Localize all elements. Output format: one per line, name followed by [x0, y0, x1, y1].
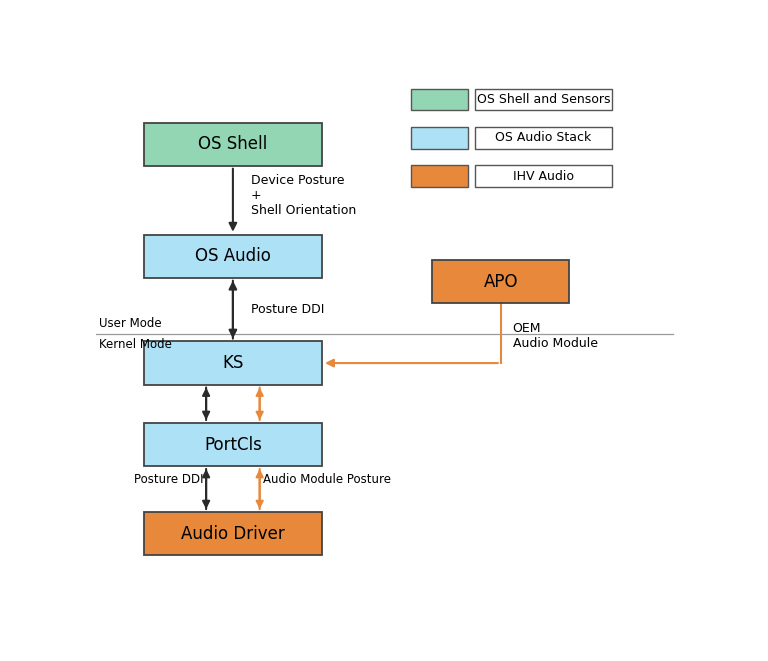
Text: PortCls: PortCls: [204, 436, 262, 453]
Text: KS: KS: [222, 354, 243, 372]
FancyBboxPatch shape: [475, 165, 612, 186]
Text: Audio Driver: Audio Driver: [181, 525, 285, 543]
Text: OEM
Audio Module: OEM Audio Module: [513, 323, 598, 350]
FancyBboxPatch shape: [412, 165, 468, 186]
FancyBboxPatch shape: [144, 122, 323, 166]
Text: Posture DDI: Posture DDI: [134, 473, 203, 486]
FancyBboxPatch shape: [412, 127, 468, 149]
Text: Posture DDI: Posture DDI: [250, 303, 324, 316]
Text: OS Audio: OS Audio: [195, 247, 271, 265]
FancyBboxPatch shape: [144, 235, 323, 278]
Text: Device Posture
+
Shell Orientation: Device Posture + Shell Orientation: [250, 174, 356, 217]
Text: IHV Audio: IHV Audio: [513, 169, 574, 182]
FancyBboxPatch shape: [144, 423, 323, 466]
Text: OS Shell: OS Shell: [198, 136, 267, 153]
Text: APO: APO: [484, 272, 518, 291]
Text: OS Audio Stack: OS Audio Stack: [495, 132, 591, 144]
FancyBboxPatch shape: [475, 89, 612, 110]
Text: User Mode: User Mode: [99, 317, 161, 330]
FancyBboxPatch shape: [412, 89, 468, 110]
Text: OS Shell and Sensors: OS Shell and Sensors: [477, 93, 611, 106]
FancyBboxPatch shape: [432, 260, 569, 303]
Text: Audio Module Posture: Audio Module Posture: [263, 473, 391, 486]
FancyBboxPatch shape: [475, 127, 612, 149]
FancyBboxPatch shape: [144, 342, 323, 385]
FancyBboxPatch shape: [144, 512, 323, 555]
Text: Kernel Mode: Kernel Mode: [99, 338, 172, 351]
